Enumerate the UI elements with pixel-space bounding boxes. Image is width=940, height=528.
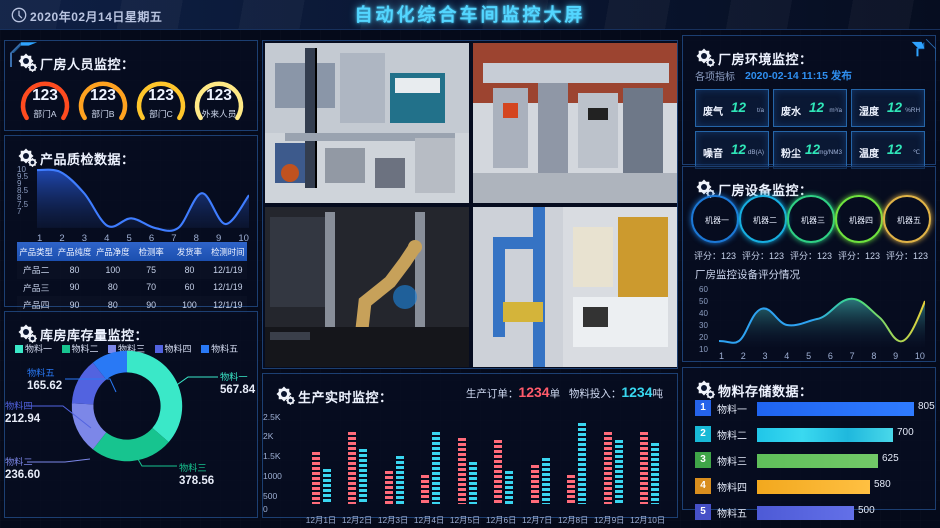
svg-text:物料一: 物料一 <box>220 371 248 382</box>
svg-text:物料五: 物料五 <box>27 367 55 378</box>
svg-text:378.56: 378.56 <box>179 475 214 487</box>
svg-text:212.94: 212.94 <box>5 413 41 425</box>
svg-text:物料二: 物料二 <box>5 456 33 467</box>
svg-text:567.84: 567.84 <box>220 384 256 396</box>
svg-text:165.62: 165.62 <box>27 380 62 392</box>
svg-text:物料四: 物料四 <box>5 400 33 411</box>
svg-text:236.60: 236.60 <box>5 469 40 481</box>
svg-text:物料三: 物料三 <box>179 462 207 473</box>
